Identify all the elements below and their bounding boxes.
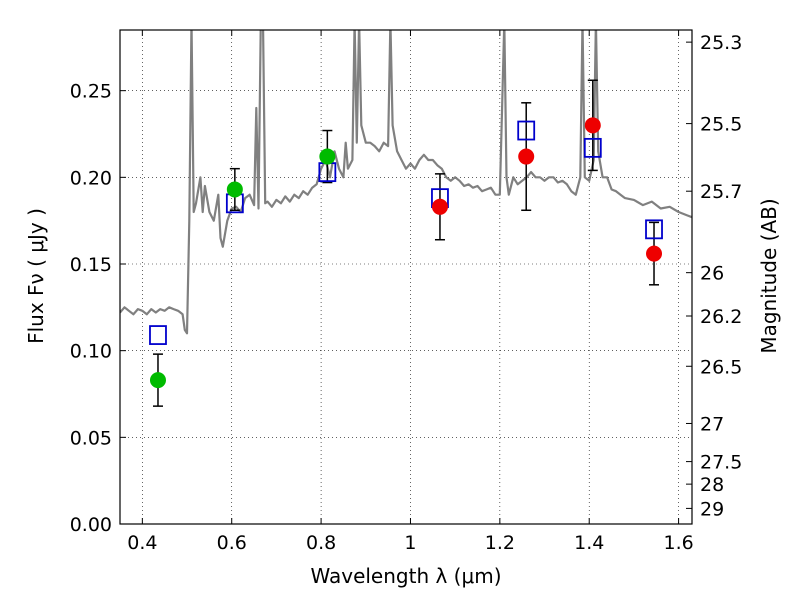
x-tick-label: 0.4 — [127, 532, 157, 554]
x-axis-title: Wavelength λ (μm) — [310, 564, 501, 588]
y-tick-label: 0.00 — [70, 514, 112, 536]
observed-flux-point — [646, 245, 663, 262]
right-tick-label: 26.5 — [700, 356, 742, 378]
observed-flux-point — [584, 117, 601, 134]
y-tick-label: 0.25 — [70, 81, 112, 103]
observed-flux-point — [431, 198, 448, 215]
y-tick-label: 0.10 — [70, 341, 112, 363]
observed-flux-point — [319, 148, 336, 165]
right-tick-label: 27.5 — [700, 452, 742, 474]
right-tick-label: 25.7 — [700, 181, 742, 203]
model-flux-square — [149, 325, 167, 345]
observed-flux-point — [149, 372, 166, 389]
y-tick-label: 0.20 — [70, 167, 112, 189]
right-tick-label: 28 — [700, 474, 724, 496]
right-tick-label: 27 — [700, 413, 724, 435]
y-tick-label: 0.15 — [70, 254, 112, 276]
right-tick-label: 25.5 — [700, 114, 742, 136]
right-axis-title: Magnitude (AB) — [757, 198, 781, 353]
model-flux-square — [583, 137, 602, 158]
plot-area — [120, 30, 692, 407]
model-flux-square — [645, 219, 663, 240]
x-tick-label: 1.2 — [485, 532, 515, 554]
model-flux-square — [517, 120, 536, 141]
observed-flux-point — [226, 181, 243, 198]
x-tick-label: 0.8 — [306, 532, 336, 554]
x-tick-label: 1.4 — [574, 532, 604, 554]
right-tick-label: 29 — [700, 498, 724, 520]
x-tick-label: 1 — [404, 532, 416, 554]
x-tick-label: 0.6 — [217, 532, 247, 554]
right-tick-label: 26 — [700, 263, 724, 285]
axis-ticks: 0.4 0.6 0.8 1 1.2 1.4 1.6 0.00 0.05 0.10 0.15 0.20 0… — [70, 30, 742, 554]
observed-flux-point — [518, 148, 535, 165]
grid-lines — [120, 30, 692, 524]
model-spectrum-line — [120, 30, 692, 335]
y-axis-title: Flux Fν ( μJy ) — [24, 208, 48, 344]
y-tick-label: 0.05 — [70, 427, 112, 449]
right-tick-label: 25.3 — [700, 32, 742, 54]
plot-frame — [119, 29, 693, 525]
right-tick-label: 26.2 — [700, 306, 742, 328]
x-tick-label: 1.6 — [663, 532, 693, 554]
